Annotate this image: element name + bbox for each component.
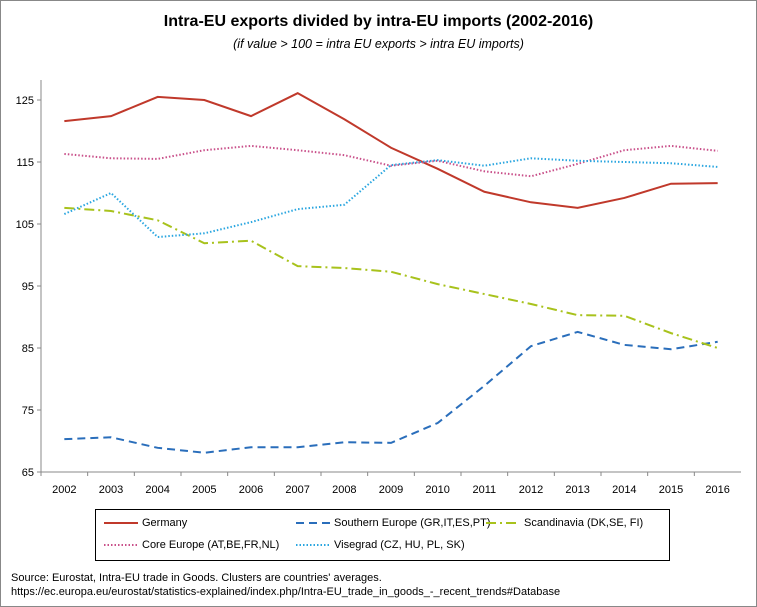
source-note: Source: Eurostat, Intra-EU trade in Good… (11, 571, 560, 599)
legend: Germany Southern Europe (GR,IT,ES,PT) Scan… (95, 509, 670, 561)
y-tick-label: 75 (22, 405, 34, 417)
y-tick-label: 125 (16, 95, 34, 107)
x-tick-label: 2016 (705, 484, 729, 496)
y-tick-label: 115 (16, 157, 34, 169)
plot-area: 65 75 85 95 105 115 125 2002 2003 2004 2005 2006 200… (16, 80, 741, 496)
legend-item: Scandinavia (DK,SE, FI) (486, 517, 643, 529)
x-tick-label: 2010 (425, 484, 449, 496)
legend-label: Scandinavia (DK,SE, FI) (524, 517, 644, 529)
chart-subtitle: (if value > 100 = intra EU exports > int… (233, 37, 524, 51)
source-line: Source: Eurostat, Intra-EU trade in Good… (11, 572, 382, 584)
series-line-1 (64, 330, 718, 454)
source-url: https://ec.europa.eu/eurostat/statistics… (11, 586, 561, 598)
legend-item: Southern Europe (GR,IT,ES,PT) (296, 517, 491, 529)
x-tick-label: 2012 (519, 484, 543, 496)
legend-item: Visegrad (CZ, HU, PL, SK) (296, 539, 465, 551)
legend-label: Core Europe (AT,BE,FR,NL) (142, 539, 280, 551)
series-line-4 (63, 157, 718, 239)
x-tick-label: 2005 (192, 484, 216, 496)
legend-swatch (296, 544, 330, 546)
legend-label: Visegrad (CZ, HU, PL, SK) (334, 539, 465, 551)
x-tick-label: 2008 (332, 484, 356, 496)
series-line-3 (64, 144, 718, 178)
y-tick-label: 95 (22, 281, 34, 293)
chart-title: Intra-EU exports divided by intra-EU imp… (163, 13, 594, 30)
x-tick-label: 2003 (99, 484, 123, 496)
x-tick-label: 2004 (145, 484, 169, 496)
x-tick-label: 2006 (239, 484, 263, 496)
legend-swatch (486, 522, 520, 524)
x-tick-label: 2014 (612, 484, 636, 496)
x-tick-label: 2007 (285, 484, 309, 496)
legend-swatch (296, 522, 330, 524)
x-tick-label: 2009 (379, 484, 403, 496)
y-tick-label: 105 (16, 219, 34, 231)
legend-item: Core Europe (AT,BE,FR,NL) (104, 539, 279, 551)
series-line-0 (64, 92, 718, 209)
x-tick-label: 2013 (565, 484, 589, 496)
y-tick-label: 65 (22, 467, 34, 479)
legend-label: Germany (142, 517, 188, 529)
legend-swatch (104, 522, 138, 524)
legend-item: Germany (104, 517, 187, 529)
legend-label: Southern Europe (GR,IT,ES,PT) (334, 517, 491, 529)
series-line-2 (64, 206, 718, 349)
x-tick-label: 2011 (473, 484, 497, 496)
x-tick-label: 2015 (659, 484, 683, 496)
x-tick-label: 2002 (52, 484, 76, 496)
legend-swatch (104, 544, 138, 546)
y-tick-label: 85 (22, 343, 34, 355)
